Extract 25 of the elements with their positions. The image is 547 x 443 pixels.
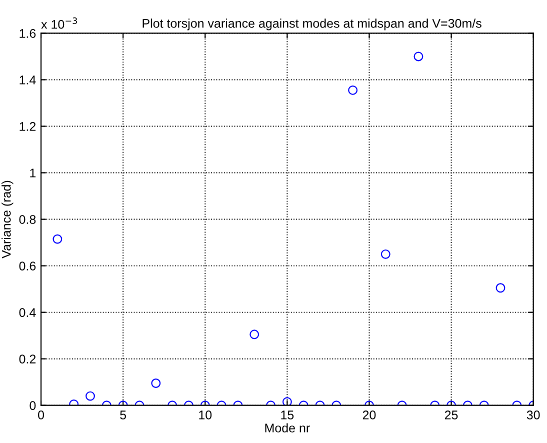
x-tick-label: 10 <box>199 410 212 420</box>
x-tick-label: 5 <box>120 410 126 420</box>
y-tick-label: 0 <box>30 401 36 410</box>
y-tick-label: 1.6 <box>20 29 36 38</box>
y-tick-label: 0.6 <box>19 262 36 270</box>
x-axis-title: Mode nr <box>265 423 310 432</box>
x-tick-label: 30 <box>526 410 540 420</box>
text: x 10$^{−3}$ <box>41 17 77 29</box>
point <box>348 85 358 95</box>
y-tick-label: 0.4 <box>19 308 36 317</box>
y-tick-label: 0.8 <box>19 215 36 224</box>
y-axis-title: Variance (rad) <box>2 180 14 258</box>
y-tick-label: 1.2 <box>20 122 36 131</box>
x-tick-label: 25 <box>444 410 458 420</box>
x-tick-label: 15 <box>281 410 294 420</box>
point <box>414 52 424 62</box>
chart-title: Plot torsjon variance against modes at midspan and V=30m/s <box>142 18 482 30</box>
y-tick-label: 0.2 <box>19 354 36 364</box>
point <box>496 283 506 293</box>
x-tick-label: 20 <box>362 410 376 420</box>
y-tick-label: 1.4 <box>20 76 36 84</box>
point <box>380 249 390 259</box>
point <box>52 234 62 244</box>
x-tick-label: 0 <box>38 410 44 420</box>
y-tick-label: 1 <box>30 168 36 178</box>
